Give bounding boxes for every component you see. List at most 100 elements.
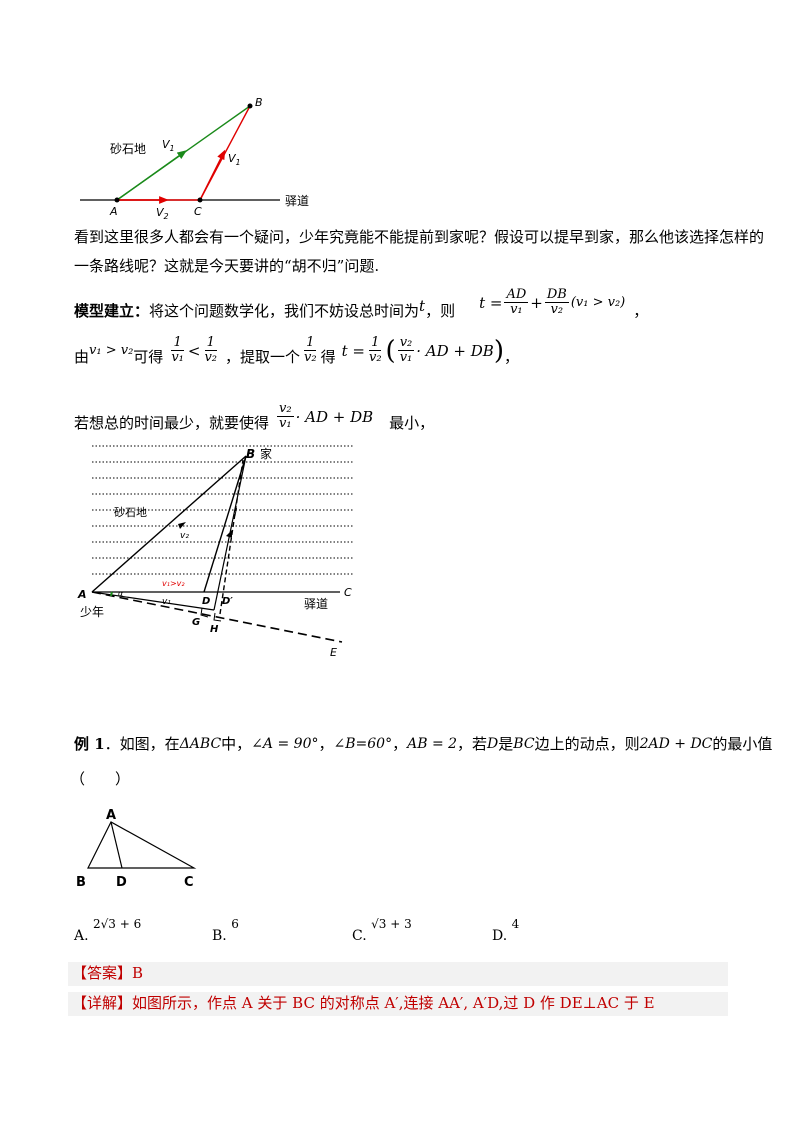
- example-1: 例 1 ．如图，在 ΔABC 中， ∠A = 90° ， ∠B=60° ， AB…: [74, 735, 773, 753]
- condition-v1-gt-v2: (v₁ > v₂): [570, 294, 626, 310]
- detail-box: 【详解】如图所示，作点 A 关于 BC 的对称点 A′,连接 AA′, A′D,…: [68, 992, 728, 1016]
- frac-extract: 1 v₂: [304, 335, 317, 365]
- figure-road-gravel: B A C 砂石地 V1 V1 V2 驿道: [80, 96, 309, 221]
- fig2-label-home: 家: [260, 446, 272, 461]
- model-line-3: 若想总的时间最少，就要使得 v₂ v₁ · AD + DB 最小，: [74, 402, 435, 437]
- frac-1-v1: 1 v₁: [171, 335, 184, 365]
- less-than: <: [187, 341, 201, 360]
- label-B: B: [255, 96, 263, 109]
- label-gravel: 砂石地: [110, 142, 146, 156]
- fig2-label-A: A: [77, 588, 87, 601]
- model-line-2: 由 v₁ > v₂ 可得 1 v₁ < 1 v₂ ，提取一个 1 v₂ 得 t = 1…: [74, 335, 519, 371]
- right-angle-mark-H: [213, 612, 222, 622]
- label-V2: V2: [156, 206, 169, 221]
- option-D-letter: D.: [492, 928, 508, 944]
- seg-A-B: [91, 455, 247, 593]
- paren-open: (: [385, 335, 396, 366]
- fig2-label-Dp: D′: [222, 596, 233, 607]
- frac-DB-v2: DB v₂: [544, 287, 569, 317]
- inequality: 1 v₁ < 1 v₂: [167, 336, 221, 365]
- figure-triangle-ABC: A B D C: [76, 808, 197, 890]
- point-B: [247, 103, 253, 109]
- fig2-label-E: E: [330, 646, 337, 659]
- option-C-value: √3 + 3: [371, 917, 412, 931]
- point-D: D: [487, 736, 499, 752]
- seg-A-D: [110, 821, 123, 869]
- angle-B: ∠B=60°: [333, 736, 393, 752]
- seg-D-B: [203, 455, 247, 593]
- length-AB: AB = 2: [407, 736, 458, 752]
- answer-box: 【答案】B: [68, 962, 728, 986]
- point-C: [197, 197, 203, 203]
- label-A: A: [109, 205, 118, 218]
- comma-2: ，: [503, 347, 519, 366]
- fig2-label-youth: 少年: [80, 605, 104, 619]
- option-C-letter: C.: [352, 928, 367, 944]
- formula-min-target: v₂ v₁ · AD + DB: [275, 402, 373, 431]
- option-A-value: 2√3 + 6: [93, 917, 142, 931]
- fig2-label-v1: v₁: [162, 597, 171, 607]
- formula2-rest: · AD + DB: [416, 341, 494, 360]
- intro-line-1: 看到这里很多人都会有一个疑问，少年究竟能不能提前到家呢？假设可以提早到家，那么他…: [74, 228, 765, 246]
- arrow-red-up: [199, 149, 226, 201]
- option-C[interactable]: C. √3 + 3: [352, 916, 412, 944]
- option-B-letter: B.: [212, 928, 227, 944]
- label-road: 驿道: [285, 194, 309, 208]
- comma: ，: [633, 301, 649, 320]
- detail-text: 如图所示，作点 A 关于 BC 的对称点 A′,连接 AA′, A′D,过 D …: [132, 994, 655, 1012]
- detail-line: 【详解】如图所示，作点 A 关于 BC 的对称点 A′,连接 AA′, A′D,…: [68, 992, 728, 1014]
- triangle-outline: [87, 821, 197, 869]
- cond-v1-gt-v2: v₁ > v₂: [89, 342, 134, 358]
- option-D-value: 4: [511, 917, 520, 931]
- fig2-label-gravel: 砂石地: [114, 506, 147, 519]
- label-C: C: [194, 205, 202, 218]
- point-A: [114, 197, 120, 203]
- fig2-label-v2: v₂: [180, 531, 189, 541]
- fig3-label-D: D: [116, 875, 127, 890]
- fig2-label-B: B: [246, 447, 255, 461]
- model-heading: 模型建立：: [74, 301, 150, 320]
- formula2-t: t =: [341, 341, 365, 360]
- right-angle-mark-G: [200, 607, 209, 618]
- fig2-label-D: D: [202, 596, 210, 607]
- formula3-rest: · AD + DB: [295, 407, 374, 426]
- angle-A: ∠A = 90°: [251, 736, 319, 752]
- model-text-1: 将这个问题数学化，我们不妨设总时间为: [149, 301, 420, 320]
- fig2-label-C: C: [344, 586, 352, 599]
- seg-A-E-dashed: [91, 591, 343, 643]
- label-V1-red: V1: [228, 152, 241, 167]
- arrow-v2: [178, 522, 186, 529]
- option-A-letter: A.: [74, 928, 89, 944]
- model-line-1: 模型建立： 将这个问题数学化，我们不妨设总时间为 t ，则 t = AD v₁ +…: [74, 288, 649, 325]
- fig2-label-G: G: [192, 617, 200, 628]
- fig2-label-cond: v₁>v₂: [162, 579, 185, 588]
- option-A[interactable]: A. 2√3 + 6: [74, 916, 142, 944]
- model-text-8: 最小，: [389, 413, 435, 432]
- fig2-label-alpha: α: [118, 589, 124, 598]
- fig2-label-l: l: [234, 506, 237, 519]
- model-text-2: ，则: [425, 301, 456, 320]
- option-B[interactable]: B. 6: [212, 916, 239, 944]
- model-text-3: 由: [74, 347, 90, 366]
- model-text-5: ，提取一个: [225, 347, 301, 366]
- seg-A-G: [91, 591, 215, 611]
- option-B-value: 6: [231, 917, 239, 931]
- option-D[interactable]: D. 4: [492, 916, 520, 944]
- model-text-7: 若想总的时间最少，就要使得: [74, 413, 270, 432]
- frac-v2-v1: v₂ v₁: [397, 335, 415, 365]
- fig3-label-A: A: [106, 808, 116, 823]
- model-text-4: 可得: [133, 347, 164, 366]
- plus: +: [530, 293, 543, 312]
- var-t: t: [419, 296, 426, 315]
- frac-v2-v1-b: v₂ v₁: [277, 401, 294, 431]
- frac-1-v2-b: 1 v₂: [368, 335, 382, 365]
- triangle-ABC: ΔABC: [179, 736, 222, 752]
- fig3-label-B: B: [76, 875, 86, 890]
- figure-hubugui-model: B 家 砂石地 v₂ l v₁>v₂ v₁ A 少年 α D D′ G H 驿道…: [77, 445, 354, 659]
- side-BC: BC: [513, 736, 535, 752]
- formula-t-eq: t = AD v₁ + DB v₂ (v₁ > v₂): [479, 288, 625, 317]
- arrow-green: [116, 150, 187, 201]
- seg-Dp-H-dashed: [219, 459, 244, 615]
- answer-tag: 【答案】: [72, 964, 133, 982]
- frac-1-v2: 1 v₂: [204, 335, 218, 365]
